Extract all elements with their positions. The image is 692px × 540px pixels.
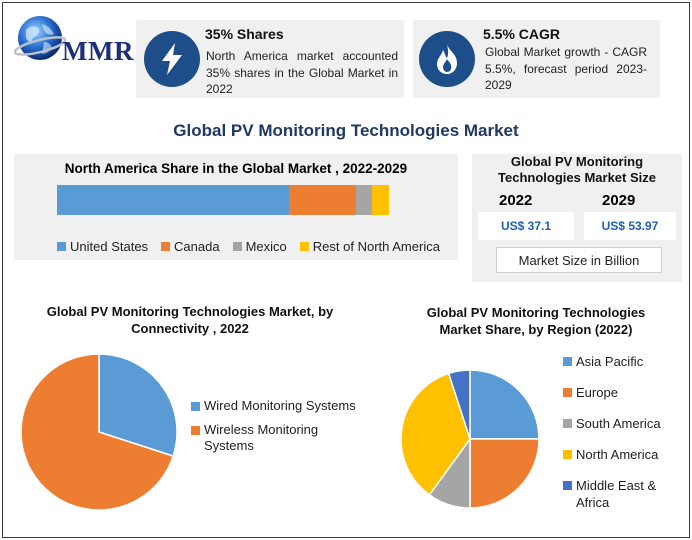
flame-icon [419, 31, 475, 87]
legend-item: Wireless Monitoring Systems [191, 422, 361, 454]
chart-title: Global PV Monitoring Technologies Market… [426, 305, 646, 337]
market-value-start: US$ 37.1 [478, 212, 574, 240]
legend-swatch [57, 242, 66, 251]
bar-segment [289, 185, 356, 215]
stat-description: Global Market growth - CAGR 5.5%, foreca… [485, 45, 647, 92]
year-label-end: 2029 [602, 192, 636, 209]
market-size-unit: Market Size in Billion [496, 247, 662, 273]
stat-card-cagr: 5.5% CAGR Global Market growth - CAGR 5.… [413, 20, 660, 98]
market-size-title: Global PV Monitoring Technologies Market… [498, 154, 656, 185]
year-label-start: 2022 [499, 192, 533, 209]
legend-label: Wired Monitoring Systems [204, 398, 356, 413]
legend-label: Rest of North America [312, 239, 440, 254]
pie-slice [469, 438, 540, 509]
stacked-bar [57, 185, 389, 215]
pie-slice [469, 369, 540, 440]
legend-swatch [191, 426, 200, 435]
legend-swatch [563, 357, 572, 366]
lightning-icon [144, 31, 200, 87]
legend-item: United States [57, 239, 148, 254]
pie-slice [400, 372, 471, 496]
chart-title: North America Share in the Global Market… [64, 161, 408, 176]
stat-title: 35% Shares [205, 26, 284, 42]
stat-description: North America market accounted 35% share… [206, 49, 398, 96]
pie-slice [20, 353, 175, 511]
connectivity-pie-chart [10, 342, 190, 522]
legend-swatch [299, 242, 309, 251]
stat-title: 5.5% CAGR [483, 26, 561, 42]
legend-swatch [563, 481, 572, 490]
legend-label: North America [576, 447, 659, 462]
legend-label: Wireless Monitoring Systems [204, 422, 319, 453]
pie-slice [98, 353, 178, 458]
legend-swatch [563, 388, 572, 397]
legend-item: Wired Monitoring Systems [191, 398, 361, 414]
legend-item: Canada [161, 239, 220, 254]
legend-label: Asia Pacific [576, 354, 644, 369]
legend-item: Mexico [232, 239, 287, 254]
legend-swatch [191, 402, 200, 411]
legend-item: Europe [563, 384, 688, 401]
brand-logo-text: MMR [62, 36, 134, 66]
legend-label: United States [70, 239, 149, 254]
chart-legend: United States Canada Mexico Rest of North A… [57, 239, 453, 254]
legend-swatch [563, 419, 572, 428]
legend-item: Rest of North America [299, 239, 440, 254]
legend-label: Mexico [245, 239, 287, 254]
legend-item: North America [563, 446, 688, 463]
chart-legend: Wired Monitoring Systems Wireless Monitor… [191, 398, 361, 462]
bar-segment [355, 185, 373, 215]
legend-label: South America [576, 416, 661, 431]
chart-title: Global PV Monitoring Technologies Market… [46, 304, 334, 336]
region-pie-chart [393, 362, 547, 516]
legend-label: Middle East & Africa [576, 478, 657, 510]
legend-label: Canada [174, 239, 220, 254]
legend-item: Asia Pacific [563, 353, 688, 370]
globe-logo-icon [13, 12, 67, 64]
chart-legend: Asia Pacific Europe South America North Ame… [563, 353, 688, 525]
legend-swatch [232, 242, 242, 251]
pie-slice [447, 369, 471, 440]
bar-segment [57, 185, 290, 215]
legend-label: Europe [576, 385, 618, 400]
market-size-panel: Global PV Monitoring Technologies Market… [472, 154, 682, 282]
legend-swatch [161, 242, 171, 251]
legend-item: Middle East & Africa [563, 477, 688, 511]
market-value-end: US$ 53.97 [584, 212, 676, 240]
legend-item: South America [563, 415, 688, 432]
page-title: Global PV Monitoring Technologies Market [173, 121, 519, 140]
north-america-share-panel: North America Share in the Global Market… [14, 154, 458, 260]
bar-segment [372, 185, 389, 215]
stat-card-shares: 35% Shares North America market accounte… [136, 20, 404, 98]
legend-swatch [563, 450, 572, 459]
